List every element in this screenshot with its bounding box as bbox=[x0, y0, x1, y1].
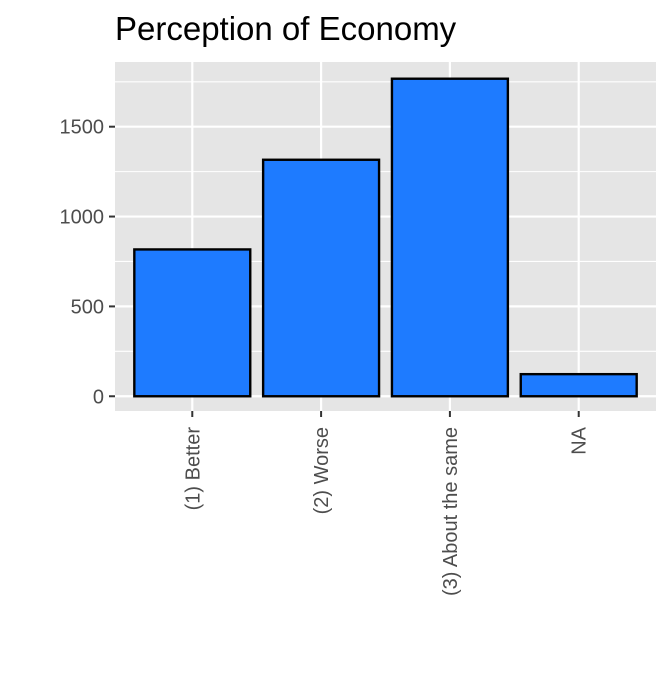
y-tick-label: 1500 bbox=[60, 117, 105, 139]
y-tick-label: 500 bbox=[71, 296, 104, 318]
chart-title: Perception of Economy bbox=[115, 10, 457, 47]
x-tick-label: (2) Worse bbox=[311, 427, 333, 514]
x-tick-label: NA bbox=[569, 426, 591, 454]
bar-2 bbox=[261, 158, 381, 398]
y-axis: 0 500 1000 1500 bbox=[60, 117, 115, 408]
bar-1 bbox=[133, 248, 252, 398]
bar-3 bbox=[390, 77, 510, 398]
y-tick-label: 0 bbox=[93, 386, 104, 408]
x-tick-label: (3) About the same bbox=[440, 427, 462, 596]
bars bbox=[133, 77, 638, 398]
bar-4 bbox=[519, 372, 638, 398]
x-axis: (1) Better (2) Worse (3) About the same NA bbox=[182, 411, 591, 596]
y-tick-label: 1000 bbox=[60, 207, 105, 229]
x-tick-label: (1) Better bbox=[182, 427, 204, 511]
